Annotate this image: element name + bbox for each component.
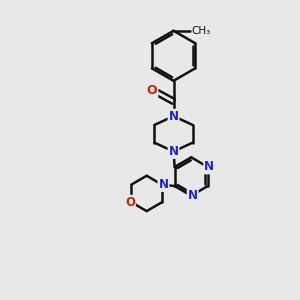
Text: N: N [169,110,178,123]
Text: N: N [188,189,198,202]
Text: O: O [147,84,158,97]
Text: N: N [169,145,178,158]
Text: N: N [158,178,168,191]
Text: CH₃: CH₃ [191,26,211,36]
Text: N: N [204,160,214,173]
Text: O: O [125,196,135,209]
